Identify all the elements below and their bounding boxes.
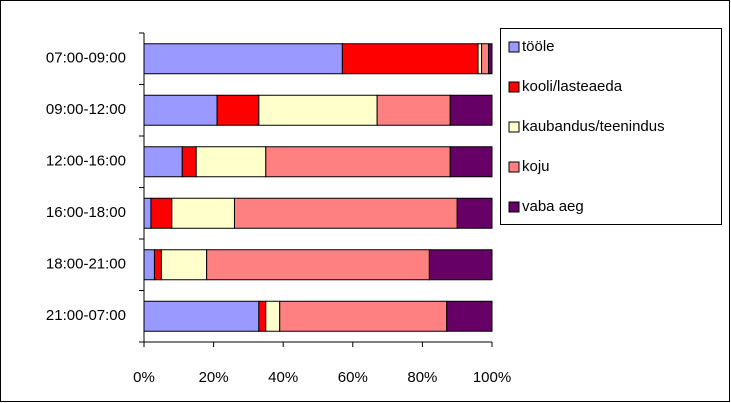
bar-segment [477, 43, 483, 75]
legend-swatch [508, 161, 520, 173]
bar-segment [195, 146, 267, 178]
bar-segment [265, 146, 451, 178]
bar-segment [258, 94, 378, 126]
legend-label: koju [522, 158, 550, 175]
bar-segment [428, 249, 493, 281]
x-tick-label: 80% [407, 369, 437, 386]
y-tick-label: 16:00-18:00 [46, 204, 126, 221]
bar-segment [481, 43, 490, 75]
bar-segment [488, 43, 493, 75]
bar-segment [143, 197, 152, 229]
bar-segment [160, 249, 208, 281]
y-tick-label: 21:00-07:00 [46, 307, 126, 324]
legend-swatch [508, 121, 520, 133]
bar-segment [449, 146, 493, 178]
legend-swatch [508, 201, 520, 213]
y-tick-label: 09:00-12:00 [46, 101, 126, 118]
bar-segment [150, 197, 173, 229]
legend-label: kaubandus/teenindus [522, 118, 665, 135]
x-tick-label: 0% [133, 369, 155, 386]
x-tick-label: 100% [473, 369, 511, 386]
legend-box [500, 28, 722, 225]
bar-segment [143, 94, 218, 126]
bar-segment [143, 300, 260, 332]
bar-segment [456, 197, 493, 229]
legend-label: tööle [522, 38, 555, 55]
bar-segment [143, 146, 183, 178]
bar-segment [143, 249, 155, 281]
y-tick-label: 07:00-09:00 [46, 50, 126, 67]
bar-segment [206, 249, 430, 281]
bar-segment [265, 300, 281, 332]
legend-swatch [508, 81, 520, 93]
bar-segment [449, 94, 493, 126]
x-tick-label: 20% [199, 369, 229, 386]
y-tick-label: 18:00-21:00 [46, 256, 126, 273]
bar-segment [446, 300, 493, 332]
bar-segment [279, 300, 448, 332]
bar-segment [153, 249, 162, 281]
legend-label: vaba aeg [522, 198, 584, 215]
y-tick-label: 12:00-16:00 [46, 153, 126, 170]
bar-segment [171, 197, 235, 229]
bar-segment [376, 94, 451, 126]
legend-label: kooli/lasteaeda [522, 78, 623, 95]
bar-segment [233, 197, 458, 229]
x-tick-label: 40% [268, 369, 298, 386]
bar-segment [258, 300, 267, 332]
bar-segment [341, 43, 479, 75]
legend-swatch [508, 41, 520, 53]
bar-segment [216, 94, 260, 126]
x-tick-label: 60% [338, 369, 368, 386]
bar-segment [143, 43, 343, 75]
bar-segment [181, 146, 197, 178]
